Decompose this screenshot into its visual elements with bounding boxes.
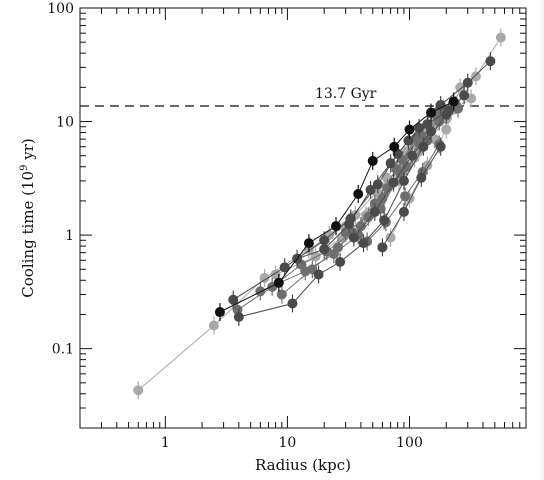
data-point	[455, 82, 466, 93]
data-point	[228, 294, 239, 305]
data-point	[385, 158, 396, 169]
data-point	[425, 126, 436, 137]
window-edge-fade	[538, 0, 544, 480]
data-point	[348, 232, 359, 243]
data-point	[403, 135, 414, 146]
data-point	[279, 262, 290, 273]
data-point	[385, 232, 396, 243]
data-point	[495, 32, 506, 43]
data-point	[255, 286, 266, 297]
data-point	[470, 71, 481, 82]
data-point	[434, 116, 445, 127]
data-point	[330, 221, 341, 232]
data-point	[407, 150, 418, 161]
data-point	[400, 191, 411, 202]
data-point	[379, 215, 390, 226]
data-point	[276, 289, 287, 300]
data-point	[389, 141, 400, 152]
data-point	[398, 175, 409, 186]
data-point	[333, 242, 344, 253]
data-point	[273, 277, 284, 288]
data-point	[365, 184, 376, 195]
data-point	[303, 238, 314, 249]
x-tick-label: 10	[279, 435, 297, 451]
x-axis-label: Radius (kpc)	[255, 456, 351, 474]
data-point	[367, 155, 378, 166]
data-point	[448, 96, 459, 107]
data-point	[485, 56, 496, 67]
data-point	[443, 105, 454, 116]
y-axis-label-exponent: 9	[19, 165, 30, 171]
reference-line-group: 13.7 Gyr	[80, 86, 526, 107]
data-point	[133, 385, 144, 396]
data-point	[208, 320, 219, 331]
data-point	[459, 90, 470, 101]
data-point	[416, 172, 427, 183]
data-point	[313, 269, 324, 280]
data-point	[358, 238, 369, 249]
data-point	[369, 206, 380, 217]
y-axis-label: Cooling time (109 yr)	[19, 138, 37, 297]
data-point	[335, 256, 346, 267]
data-point	[404, 124, 415, 135]
data-point	[435, 99, 446, 110]
data-point	[310, 251, 321, 262]
data-point	[233, 311, 244, 322]
data-point	[372, 179, 383, 190]
y-axis-label-main: Cooling time (10	[19, 171, 37, 298]
x-tick-label: 1	[161, 435, 170, 451]
y-tick-label: 10	[56, 115, 74, 131]
x-tick-label: 100	[396, 435, 423, 451]
data-point	[319, 244, 330, 255]
data-point	[414, 122, 425, 133]
series-line	[381, 146, 442, 248]
plot-frame	[79, 7, 527, 429]
data-series	[133, 28, 506, 400]
data-point	[462, 77, 473, 88]
data-point	[435, 141, 446, 152]
data-point	[259, 272, 270, 283]
data-point	[441, 124, 452, 135]
data-point	[418, 141, 429, 152]
tick-labels: 1 10 100 0.1 1 10 100	[47, 1, 423, 451]
series-dark	[348, 122, 436, 247]
data-point	[401, 161, 412, 172]
y-axis-label-tail: yr)	[19, 138, 37, 164]
data-point	[388, 177, 399, 188]
y-tick-label: 1	[65, 228, 74, 244]
data-point	[425, 107, 436, 118]
data-point	[353, 189, 364, 200]
series-line	[219, 101, 454, 313]
reference-line-label: 13.7 Gyr	[315, 86, 377, 102]
data-point	[398, 206, 409, 217]
series-dark	[377, 137, 446, 257]
series-black	[214, 92, 459, 322]
data-point	[344, 219, 355, 230]
data-point	[377, 242, 388, 253]
data-point	[287, 298, 298, 309]
y-tick-label: 100	[47, 1, 74, 17]
data-point	[214, 307, 225, 318]
y-tick-label: 0.1	[52, 342, 74, 358]
